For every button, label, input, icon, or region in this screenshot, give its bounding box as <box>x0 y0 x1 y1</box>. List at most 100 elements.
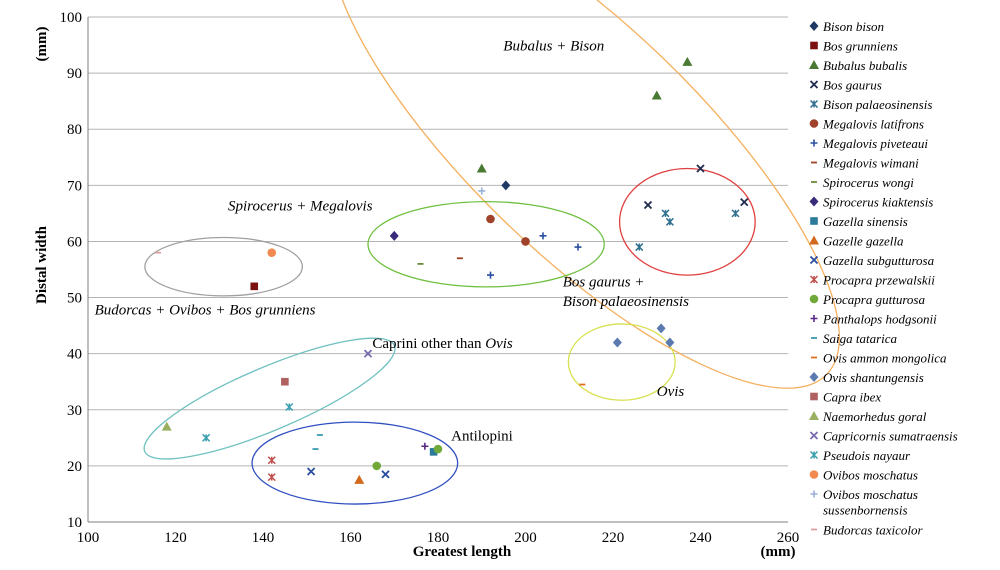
group-label: Bos gaurus + <box>563 274 645 290</box>
axes: 10 20 30 40 50 60 70 80 90 100 100 120 140 160 180 200 2… <box>60 10 800 546</box>
legend-label: Saiga tatarica <box>823 331 898 346</box>
data-point <box>487 271 494 279</box>
legend-item: Gazella subgutturosa <box>809 253 935 268</box>
legend-item: Ovis shantungensis <box>809 370 924 385</box>
legend-marker <box>809 294 819 304</box>
legend-label: Ovibos moschatus <box>823 468 918 483</box>
legend-item: Ovibos moschatus <box>809 468 918 483</box>
legend-marker <box>809 235 819 245</box>
y-tick-label: 90 <box>67 66 82 82</box>
legend-item: Pseudois nayaur <box>809 448 911 463</box>
data-point <box>740 198 749 207</box>
data-point <box>643 200 653 210</box>
data-point <box>429 448 438 456</box>
x-tick-label: 100 <box>77 530 100 546</box>
legend-item: Spirocerus wongi <box>811 175 914 190</box>
data-point <box>306 467 316 476</box>
data-point <box>267 248 277 257</box>
legend-item: Procapra gutturosa <box>809 292 925 307</box>
legend-label: Spirocerus kiaktensis <box>823 195 933 210</box>
data-point <box>389 230 399 241</box>
legend-item: Gazelle gazella <box>809 234 904 249</box>
legend-item: Bubalus bubalis <box>809 58 907 73</box>
y-axis-unit: (mm) <box>34 27 50 62</box>
data-point <box>665 217 674 226</box>
y-tick-label: 30 <box>67 403 82 419</box>
legend-label: sussenbornensis <box>823 503 908 518</box>
group-ellipse <box>367 200 605 288</box>
data-point <box>635 243 644 252</box>
legend-label: Megalovis piveteaui <box>822 136 928 151</box>
x-tick-label: 240 <box>689 530 712 546</box>
data-point <box>651 90 662 100</box>
legend-label: Megalovis latifrons <box>822 117 924 132</box>
data-point <box>202 433 211 442</box>
x-axis-title: Greatest length <box>413 544 512 560</box>
legend-label: Bubalus bubalis <box>823 58 907 73</box>
legend-label: Capricornis sumatraensis <box>823 429 958 444</box>
legend-marker <box>809 470 819 479</box>
group-ellipse <box>618 167 756 276</box>
data-point <box>281 377 289 386</box>
legend-item: Saiga tatarica <box>811 331 898 346</box>
data-point <box>521 237 530 246</box>
legend-item: Naemorhedus goral <box>809 409 927 424</box>
group-label: Antilopini <box>451 429 513 445</box>
group-ellipse <box>251 421 459 505</box>
legend-item: Bison palaeosinensis <box>809 97 932 112</box>
legend-marker <box>810 217 818 225</box>
legend: Bison bison Bos grunniens Bubalus bubalis B… <box>809 19 958 538</box>
y-tick-label: 20 <box>67 459 82 475</box>
legend-item: Megalovis wimani <box>811 156 919 171</box>
legend-marker <box>809 80 819 89</box>
legend-item: Megalovis latifrons <box>809 117 924 132</box>
legend-item: Spirocerus kiaktensis <box>809 195 933 210</box>
data-point <box>267 473 276 482</box>
legend-marker <box>809 196 819 207</box>
y-tick-label: 70 <box>67 178 82 194</box>
group-ellipse <box>567 323 676 401</box>
x-tick-label: 160 <box>339 530 362 546</box>
group-ellipse <box>329 0 840 389</box>
legend-marker <box>810 490 818 498</box>
legend-marker <box>810 392 818 401</box>
legend-label: Ovibos moschatus <box>823 487 918 502</box>
data-points <box>155 56 749 484</box>
data-point <box>363 349 373 358</box>
x-tick-label: 200 <box>514 530 537 546</box>
group-ellipse <box>143 337 396 460</box>
x-tick-label: 260 <box>777 530 800 546</box>
y-tick-label: 80 <box>67 122 82 138</box>
data-point <box>421 442 429 450</box>
group-label: Ovis <box>657 384 685 400</box>
data-point <box>682 56 693 66</box>
group-ellipses <box>143 0 840 505</box>
data-point <box>433 444 443 454</box>
legend-item: Capricornis sumatraensis <box>809 429 958 444</box>
legend-item: Gazella sinensis <box>810 214 908 229</box>
legend-marker <box>809 275 819 284</box>
data-point <box>381 470 390 479</box>
data-point <box>354 474 365 484</box>
data-point <box>501 180 511 191</box>
data-point <box>486 214 495 224</box>
legend-label: Capra ibex <box>823 390 881 405</box>
legend-label: Procapra przewalskii <box>822 273 935 288</box>
data-point <box>696 164 705 173</box>
legend-label: Gazella sinensis <box>823 214 908 229</box>
data-point <box>574 243 582 251</box>
legend-label: Ovis shantungensis <box>823 370 924 385</box>
legend-marker <box>809 255 819 265</box>
data-point <box>161 421 172 431</box>
legend-marker <box>809 119 819 128</box>
data-point <box>267 456 276 465</box>
group-labels: Bubalus + Bison Spirocerus + Megalovis Bos… <box>95 39 690 445</box>
group-label: Spirocerus + Megalovis <box>228 199 373 215</box>
legend-marker <box>810 315 818 322</box>
gridlines <box>88 16 788 467</box>
group-label: Bison palaeosinensis <box>563 294 689 310</box>
y-tick-label: 50 <box>67 291 82 307</box>
legend-label: Pseudois nayaur <box>822 448 911 463</box>
data-point <box>539 232 547 240</box>
